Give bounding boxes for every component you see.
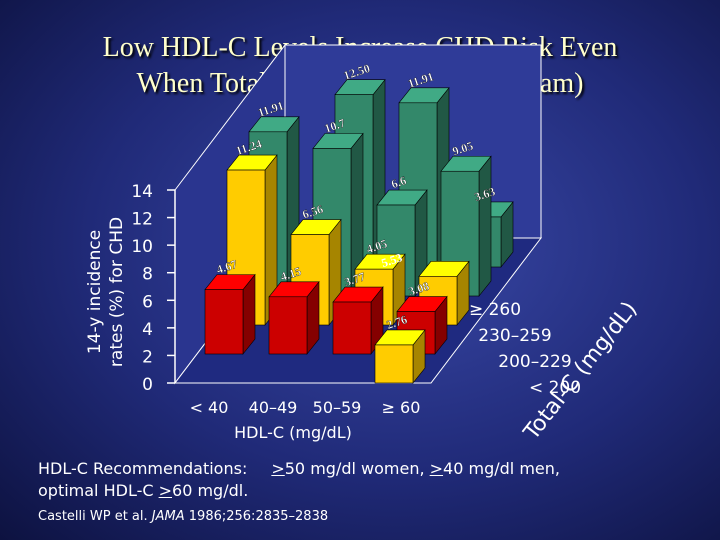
y-tick-label: 10 <box>131 237 153 257</box>
depth-tick-label: < 200 <box>529 378 581 398</box>
bar <box>374 344 414 384</box>
rec-men-text: 40 mg/dl men, <box>443 459 560 478</box>
rec-prefix: HDL-C Recommendations: <box>38 459 248 478</box>
y-tick-label: 14 <box>131 182 153 202</box>
rec-optimal-text: 60 mg/dl. <box>172 481 249 500</box>
rec-women-text: 50 mg/dl women, <box>284 459 425 478</box>
bar-side <box>478 155 492 297</box>
rec-men-op: > <box>429 459 444 478</box>
y-tick-label: 8 <box>142 265 153 285</box>
data-label: 5.53 <box>380 250 404 270</box>
citation-rest: 1986;256:2835–2838 <box>188 509 329 524</box>
bar <box>268 296 308 355</box>
data-label: 4.67 <box>215 257 239 277</box>
rec-optimal-op: > <box>158 481 173 500</box>
data-label: 3.77 <box>343 269 367 289</box>
y-tick-label: 6 <box>142 292 153 312</box>
x-tick-label: 40–49 <box>249 398 298 417</box>
rec-line-2: optimal HDL-C >60 mg/dl. <box>38 480 718 502</box>
citation-journal: JAMA <box>151 509 185 524</box>
rec-line-1: HDL-C Recommendations: >50 mg/dl women, >… <box>38 458 718 480</box>
data-label: 4.05 <box>365 236 389 256</box>
data-label: 3.63 <box>473 184 497 204</box>
x-axis-title: HDL-C (mg/dL) <box>234 423 352 442</box>
citation-authors: Castelli WP et al. <box>38 509 148 524</box>
citation: Castelli WP et al. JAMA 1986;256:2835–28… <box>38 509 328 524</box>
data-label: 4.15 <box>279 264 303 284</box>
y-axis-title-line-1: 14-y incidence <box>85 230 105 354</box>
data-label: 2.76 <box>385 312 409 332</box>
depth-tick-label: ≥ 260 <box>469 300 521 320</box>
x-tick-label: 50–59 <box>313 398 362 417</box>
y-tick-label: 2 <box>142 347 153 367</box>
recommendations-text: HDL-C Recommendations: >50 mg/dl women, >… <box>38 458 718 502</box>
y-tick-label: 4 <box>142 320 153 340</box>
y-tick-label: 12 <box>131 210 153 230</box>
depth-tick-label: 200–229 <box>498 352 571 372</box>
y-axis-title-line-2: rates (%) for CHD <box>107 217 127 367</box>
bar <box>204 289 244 355</box>
y-tick-label: 0 <box>142 375 153 395</box>
rec-women-op: > <box>271 459 285 478</box>
bar <box>332 301 372 355</box>
data-label: 3.08 <box>407 279 431 299</box>
data-label: 6.56 <box>301 202 325 222</box>
x-tick-label: ≥ 60 <box>382 398 421 417</box>
x-tick-label: < 40 <box>190 398 229 417</box>
data-label: 10.7 <box>323 116 347 136</box>
depth-tick-label: 230–259 <box>478 326 551 346</box>
data-label: 9.05 <box>451 139 475 159</box>
rec-optimal-prefix: optimal HDL-C <box>38 481 154 500</box>
data-label: 6.6 <box>389 173 408 191</box>
